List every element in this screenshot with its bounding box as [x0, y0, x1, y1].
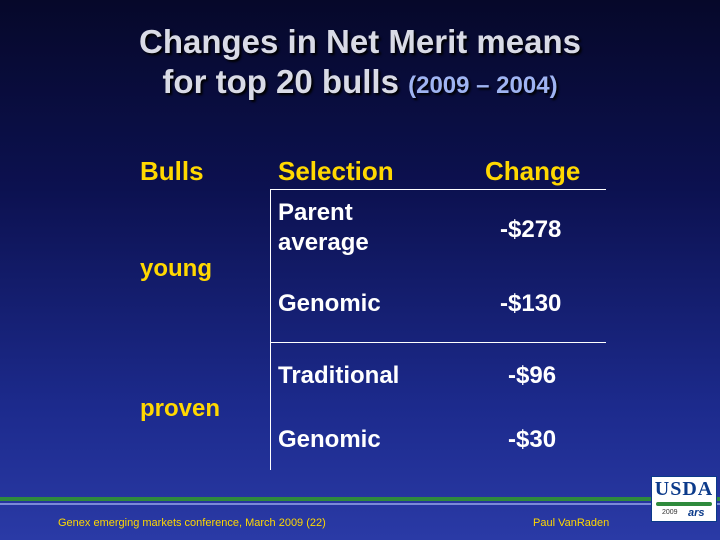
- change-young-genomic: -$130: [500, 290, 562, 317]
- title-line-1: Changes in Net Merit means: [139, 23, 581, 60]
- footer-green-band: [0, 497, 720, 501]
- group-divider: [270, 342, 606, 343]
- change-proven-genomic: -$30: [508, 426, 557, 453]
- group-label-proven: proven: [140, 395, 221, 422]
- header-selection: Selection: [278, 156, 394, 186]
- slide-title: Changes in Net Merit means for top 20 bu…: [0, 22, 720, 106]
- ars-logo-text: ars: [688, 507, 705, 519]
- header-change: Change: [485, 156, 581, 186]
- selection-line-2: average: [278, 229, 369, 256]
- usda-logo-text: USDA: [654, 478, 714, 500]
- selection-line-1: Parent: [278, 199, 353, 226]
- header-bulls: Bulls: [140, 156, 204, 186]
- footer-author: Paul VanRaden: [533, 517, 610, 529]
- usda-swoosh-icon: [656, 502, 712, 506]
- selection-proven-genomic: Genomic: [278, 426, 381, 453]
- group-label-young: young: [140, 255, 212, 282]
- title-line-2: for top 20 bulls (2009 – 2004): [0, 62, 720, 106]
- column-divider: [270, 189, 271, 470]
- title-line-2-text: for top 20 bulls: [162, 63, 399, 100]
- selection-proven-traditional: Traditional: [278, 362, 400, 389]
- footer-conference: Genex emerging markets conference, March…: [58, 517, 326, 529]
- logo-year: 2009: [662, 509, 678, 516]
- selection-parent-average: Parent average: [278, 198, 369, 258]
- change-proven-traditional: -$96: [508, 362, 557, 389]
- header-divider: [270, 189, 606, 190]
- change-young-parent: -$278: [500, 216, 562, 243]
- usda-logo: USDA 2009 ars: [651, 476, 717, 522]
- title-years: (2009 – 2004): [408, 72, 558, 99]
- footer-light-band: [0, 503, 720, 505]
- selection-young-genomic: Genomic: [278, 290, 381, 317]
